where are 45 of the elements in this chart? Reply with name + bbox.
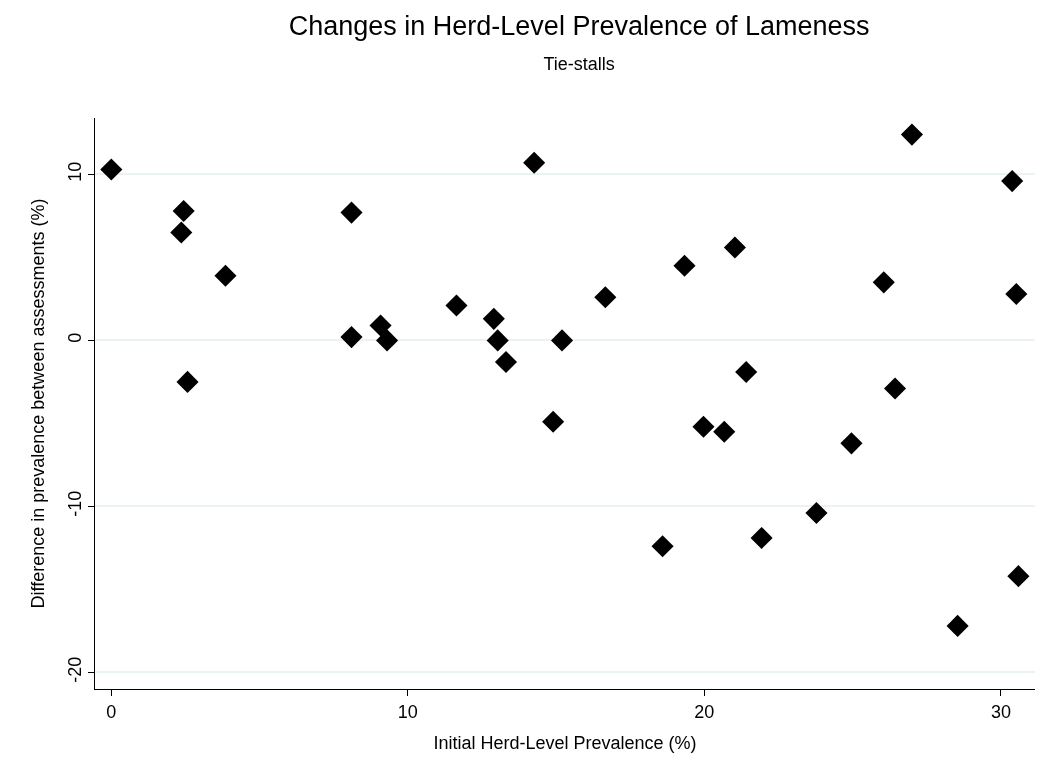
chart-title: Changes in Herd-Level Prevalence of Lameness xyxy=(288,10,870,41)
x-tick-label: 0 xyxy=(106,701,117,722)
point xyxy=(1001,170,1024,193)
x-tick-label: 10 xyxy=(397,701,418,722)
point xyxy=(651,535,674,558)
point xyxy=(214,264,237,287)
point xyxy=(1007,565,1030,588)
point xyxy=(482,307,505,330)
point xyxy=(692,415,715,438)
point xyxy=(376,329,399,352)
point xyxy=(840,432,863,455)
point xyxy=(176,370,199,393)
x-tick-label: 20 xyxy=(694,701,715,722)
y-tick-label: 10 xyxy=(64,161,85,182)
point xyxy=(872,271,895,294)
point xyxy=(1005,282,1028,305)
point xyxy=(340,201,363,224)
point xyxy=(735,360,758,384)
point xyxy=(445,294,468,317)
point xyxy=(494,350,518,374)
point xyxy=(100,158,123,181)
y-tick-label: -10 xyxy=(64,490,85,517)
point xyxy=(900,123,923,146)
point xyxy=(750,526,773,549)
point xyxy=(486,329,509,352)
point xyxy=(172,199,195,222)
y-axis-title: Difference in prevalence between assessments (%) xyxy=(28,198,48,609)
point xyxy=(805,502,828,525)
point xyxy=(594,286,617,309)
point xyxy=(550,329,574,352)
x-axis-title: Initial Herd-Level Prevalence (%) xyxy=(433,732,697,753)
point xyxy=(883,377,907,400)
point xyxy=(542,410,565,433)
point xyxy=(946,614,969,637)
point xyxy=(673,254,696,277)
y-tick-label: 0 xyxy=(64,332,85,343)
point xyxy=(369,314,392,337)
point xyxy=(340,326,363,349)
y-tick-label: -20 xyxy=(64,656,85,683)
point xyxy=(713,420,736,443)
chart-subtitle: Tie-stalls xyxy=(543,53,615,74)
point xyxy=(523,151,546,174)
point xyxy=(170,221,193,244)
x-tick-label: 30 xyxy=(990,701,1011,722)
point xyxy=(723,236,746,259)
